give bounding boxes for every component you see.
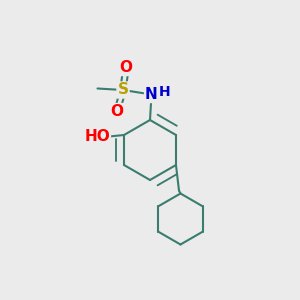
Text: O: O [119, 60, 133, 75]
Text: O: O [110, 104, 124, 119]
Text: HO: HO [84, 129, 110, 144]
Text: S: S [118, 82, 128, 98]
Text: N: N [145, 87, 158, 102]
Text: H: H [158, 85, 170, 99]
